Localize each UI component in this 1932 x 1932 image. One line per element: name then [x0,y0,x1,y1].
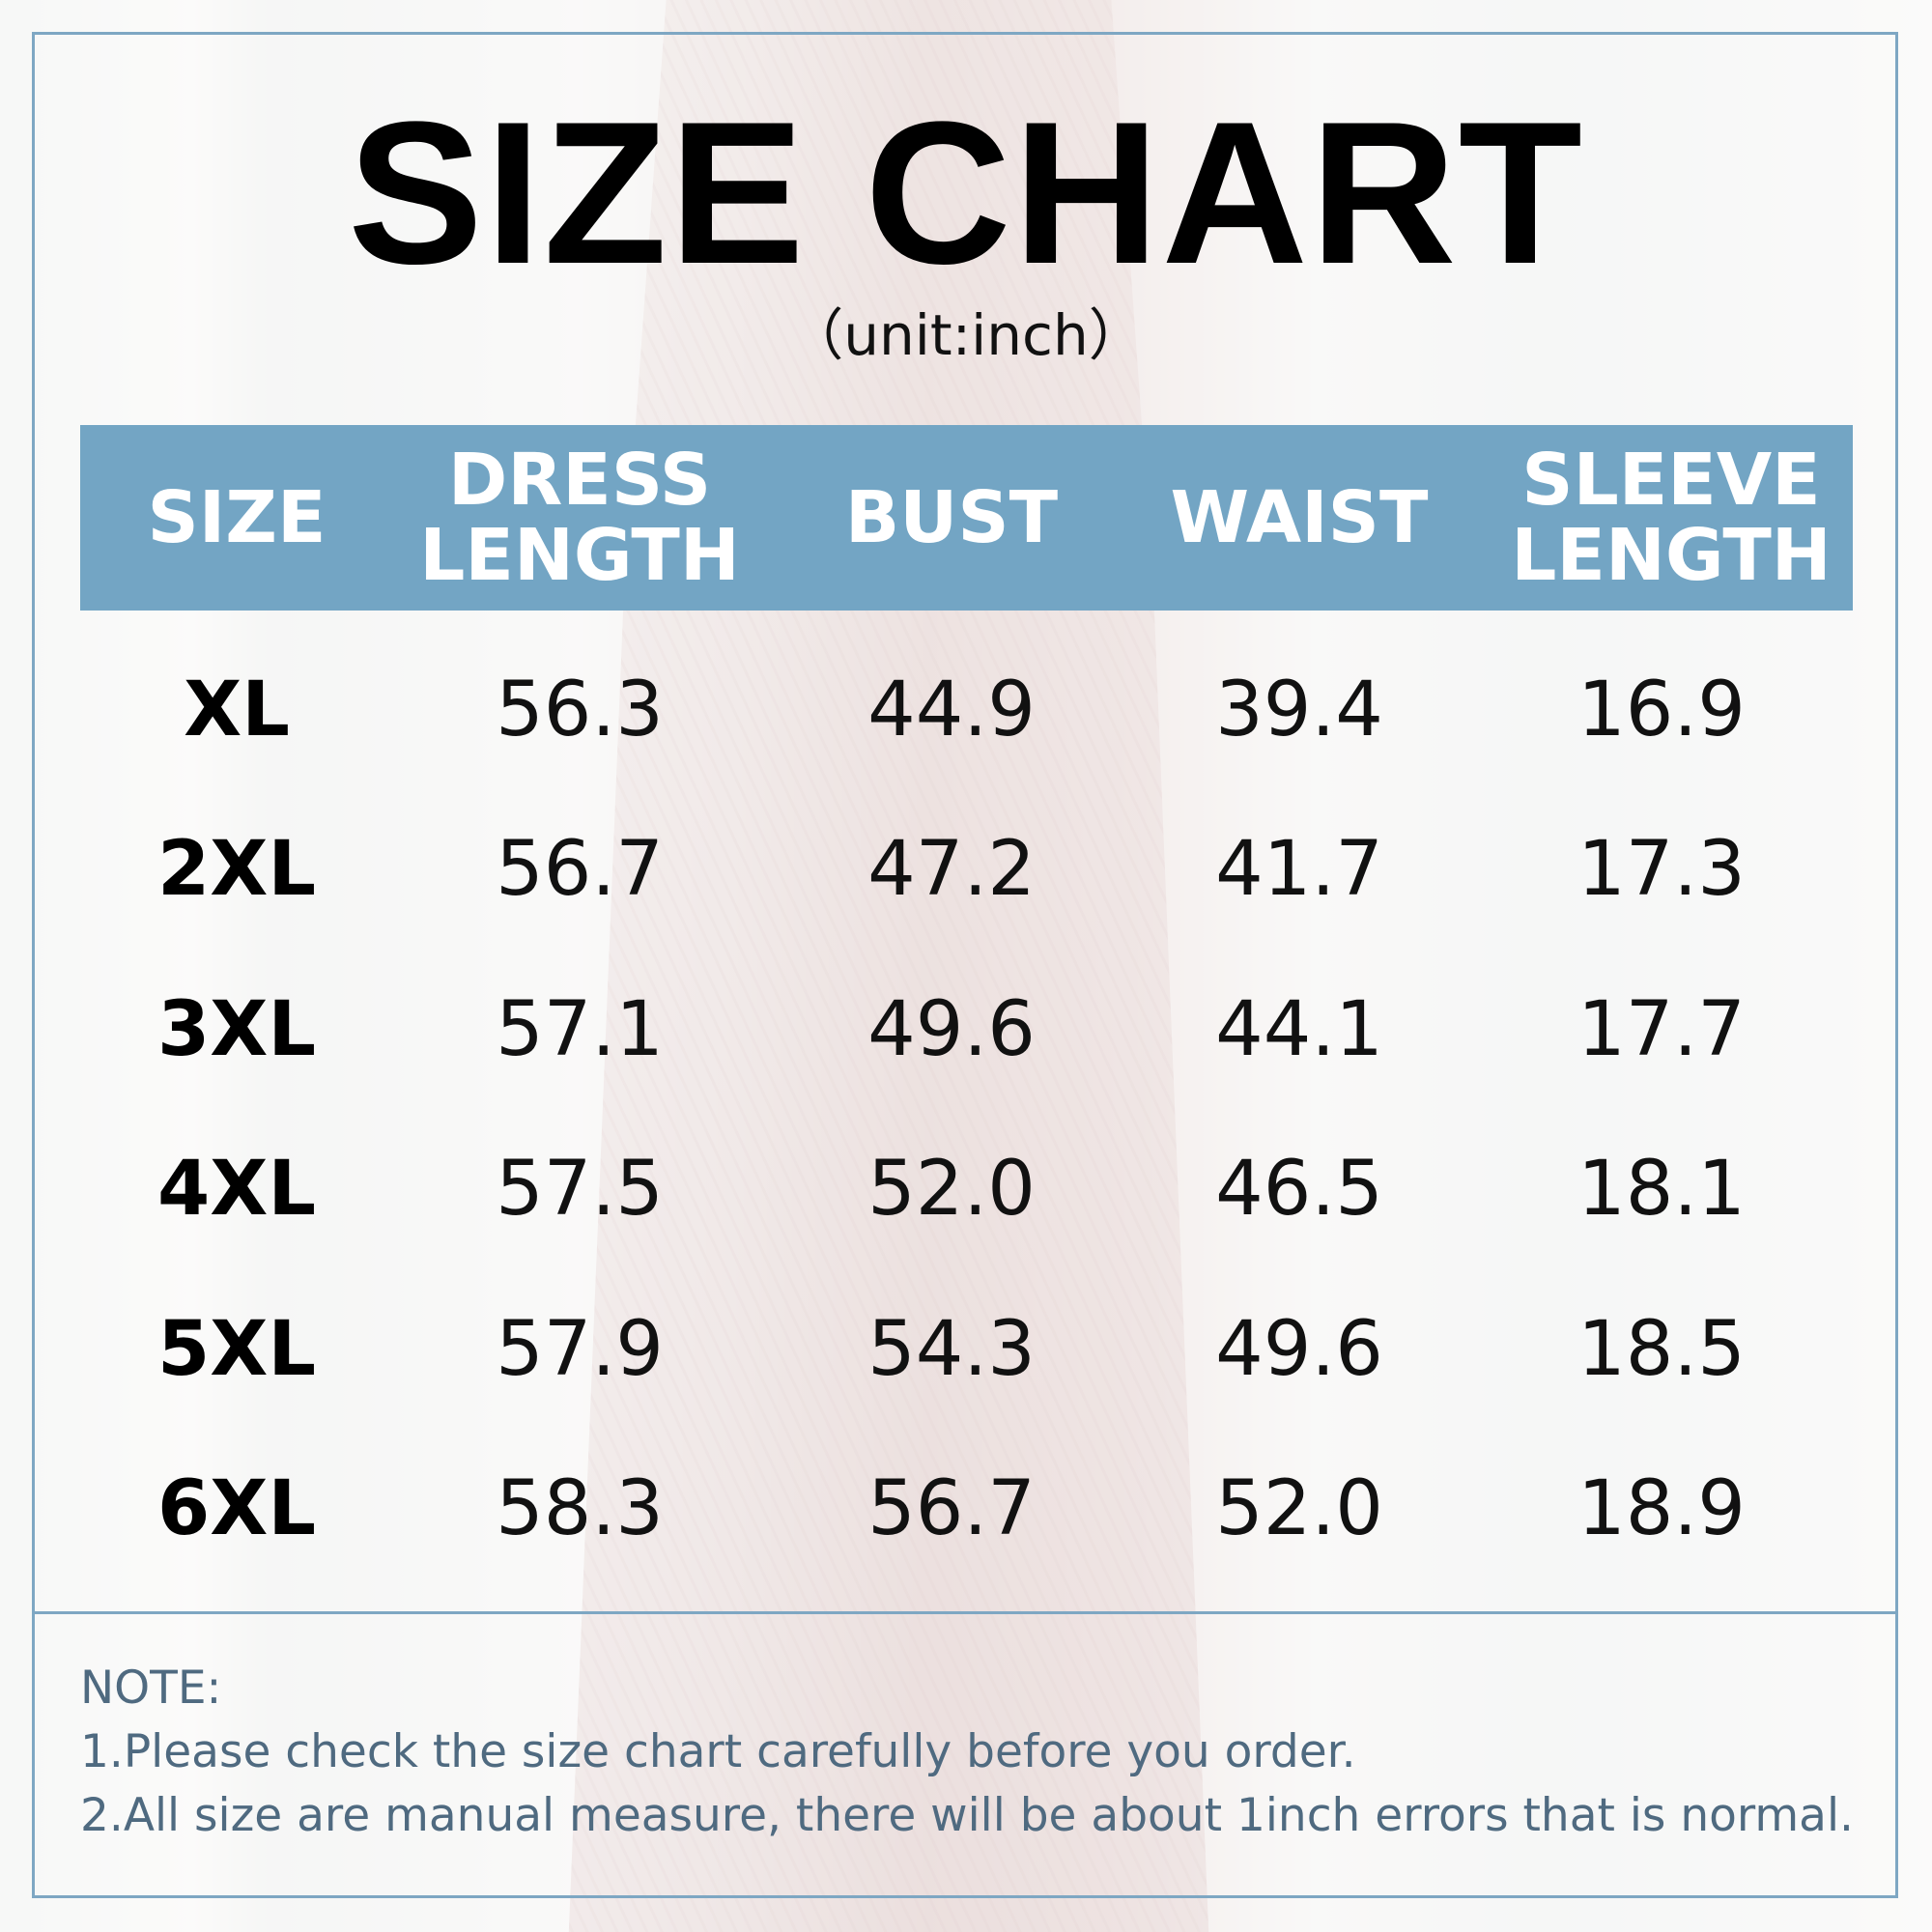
bust-cell: 52.0 [867,1146,1036,1233]
table-row: 3XL 57.1 49.6 44.1 17.7 [0,972,1932,1088]
notes-section: NOTE: 1.Please check the size chart care… [80,1657,1896,1848]
bust-cell: 49.6 [867,986,1036,1073]
note-line: 1.Please check the size chart carefully … [80,1725,1356,1778]
bust-cell: 44.9 [867,667,1036,753]
size-cell: XL [184,667,290,753]
table-row: 6XL 58.3 56.7 52.0 18.9 [0,1451,1932,1567]
sleeve-length-cell: 18.5 [1577,1306,1746,1393]
size-cell: 4XL [156,1146,317,1233]
size-cell: 2XL [156,826,317,913]
sleeve-length-cell: 17.7 [1577,986,1746,1073]
header-waist: WAIST [1170,476,1429,559]
dress-length-cell: 57.1 [496,986,664,1073]
sleeve-length-cell: 17.3 [1577,826,1746,913]
header-dress-length: DRESS LENGTH [419,439,740,597]
notes-divider [32,1611,1898,1614]
header-bust: BUST [844,476,1059,559]
table-row: XL 56.3 44.9 39.4 16.9 [0,652,1932,768]
dress-length-cell: 57.9 [496,1306,664,1393]
waist-cell: 41.7 [1215,826,1383,913]
bust-cell: 47.2 [867,826,1036,913]
waist-cell: 52.0 [1215,1465,1383,1552]
bust-cell: 54.3 [867,1306,1036,1393]
header-size: SIZE [147,476,327,559]
table-row: 2XL 56.7 47.2 41.7 17.3 [0,811,1932,927]
sleeve-length-cell: 18.1 [1577,1146,1746,1233]
size-cell: 6XL [156,1465,317,1552]
dress-length-cell: 56.7 [496,826,664,913]
waist-cell: 46.5 [1215,1146,1383,1233]
dress-length-cell: 58.3 [496,1465,664,1552]
sleeve-length-cell: 16.9 [1577,667,1746,753]
bust-cell: 56.7 [867,1465,1036,1552]
table-header: SIZE DRESS LENGTH BUST WAIST SLEEVE LENG… [80,425,1853,611]
header-sleeve-length: SLEEVE LENGTH [1511,439,1832,597]
chart-title: SIZE CHART [348,79,1584,306]
size-cell: 5XL [156,1306,317,1393]
waist-cell: 44.1 [1215,986,1383,1073]
note-line: 2.All size are manual measure, there wil… [80,1789,1854,1842]
waist-cell: 39.4 [1215,667,1383,753]
dress-length-cell: 57.5 [496,1146,664,1233]
size-cell: 3XL [156,986,317,1073]
table-row: 4XL 57.5 52.0 46.5 18.1 [0,1131,1932,1247]
notes-heading: NOTE: [80,1662,222,1715]
outer-frame [32,32,1898,1898]
waist-cell: 49.6 [1215,1306,1383,1393]
dress-length-cell: 56.3 [496,667,664,753]
table-row: 5XL 57.9 54.3 49.6 18.5 [0,1292,1932,1407]
sleeve-length-cell: 18.9 [1577,1465,1746,1552]
unit-label: （unit:inch） [787,302,1145,368]
